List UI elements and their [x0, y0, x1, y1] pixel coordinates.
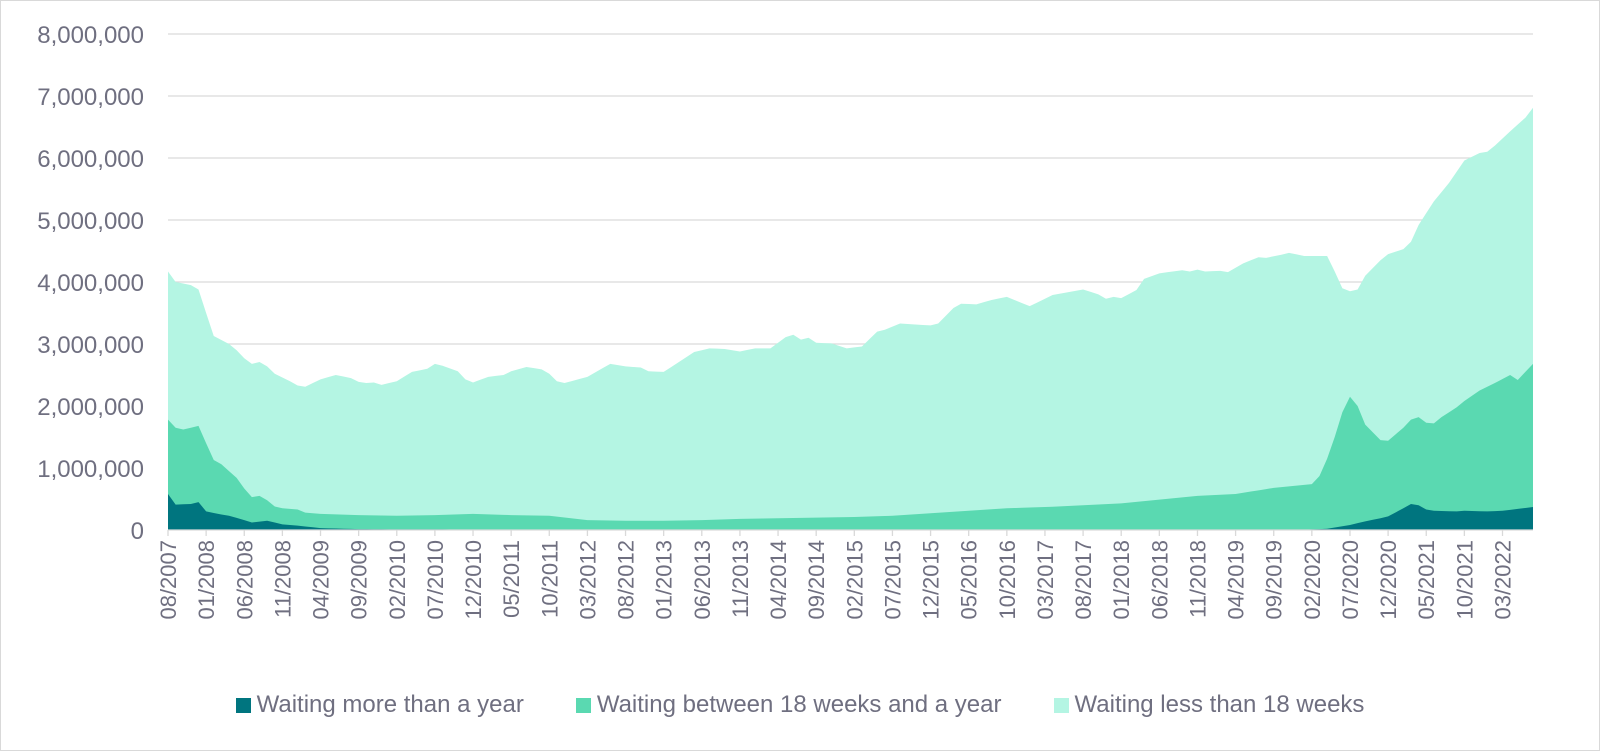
x-tick-label: 02/2015 — [842, 540, 867, 620]
x-tick-label: 08/2007 — [156, 540, 181, 620]
x-tick-label: 09/2019 — [1262, 540, 1287, 620]
legend-item-more-than-year: Waiting more than a year — [235, 688, 524, 722]
x-tick-label: 06/2013 — [690, 540, 715, 620]
x-axis — [167, 529, 1533, 536]
y-tick-label: 7,000,000 — [37, 84, 144, 111]
x-tick-label: 11/2018 — [1186, 540, 1211, 618]
legend-label: Waiting more than a year — [256, 691, 524, 718]
y-axis-ticks: 0 1,000,000 2,000,000 3,000,000 4,000,000 5,0… — [37, 22, 144, 545]
area-waiting-more-than-year — [168, 494, 1533, 530]
legend-item-18-weeks-to-year: Waiting between 18 weeks and a year — [575, 688, 1002, 722]
x-tick-label: 02/2010 — [385, 540, 410, 620]
x-tick-label: 05/2016 — [957, 540, 982, 620]
y-tick-label: 8,000,000 — [37, 22, 144, 49]
x-tick-label: 01/2018 — [1109, 540, 1134, 620]
x-tick-label: 09/2009 — [347, 540, 372, 620]
y-tick-label: 0 — [131, 518, 144, 545]
x-tick-label: 07/2010 — [423, 540, 448, 620]
x-tick-label: 12/2010 — [461, 540, 486, 620]
x-tick-label: 05/2011 — [499, 540, 524, 618]
area-series — [168, 107, 1533, 530]
x-tick-label: 06/2018 — [1147, 540, 1172, 620]
x-tick-label: 07/2020 — [1338, 540, 1363, 620]
legend: Waiting more than a year Waiting between… — [0, 688, 1600, 722]
x-tick-label: 03/2012 — [575, 540, 600, 620]
x-tick-label: 09/2014 — [804, 540, 829, 620]
x-tick-label: 01/2013 — [652, 540, 677, 620]
y-tick-label: 6,000,000 — [37, 146, 144, 173]
x-tick-label: 01/2008 — [194, 540, 219, 620]
x-tick-label: 08/2012 — [614, 540, 639, 620]
legend-item-less-than-18-weeks: Waiting less than 18 weeks — [1053, 688, 1365, 722]
legend-label: Waiting between 18 weeks and a year — [596, 691, 1002, 718]
x-axis-ticks: 08/2007 01/2008 06/2008 11/2008 04/2009 09/20… — [156, 540, 1516, 620]
legend-swatch — [1053, 697, 1069, 713]
x-tick-label: 02/2020 — [1300, 540, 1325, 620]
legend-swatch — [235, 697, 251, 713]
x-tick-label: 06/2008 — [232, 540, 257, 620]
x-tick-label: 08/2017 — [1071, 540, 1096, 620]
y-tick-label: 1,000,000 — [37, 456, 144, 483]
x-tick-label: 10/2021 — [1452, 540, 1477, 620]
x-tick-label: 04/2019 — [1224, 540, 1249, 620]
legend-label: Waiting less than 18 weeks — [1074, 691, 1365, 718]
y-tick-label: 3,000,000 — [37, 332, 144, 359]
x-tick-label: 11/2013 — [728, 540, 753, 618]
area-waiting-less-than-18-weeks — [168, 107, 1533, 530]
x-tick-label: 03/2022 — [1491, 540, 1516, 620]
x-tick-label: 11/2008 — [270, 540, 295, 618]
y-tick-label: 4,000,000 — [37, 270, 144, 297]
x-tick-label: 12/2020 — [1376, 540, 1401, 620]
x-tick-label: 10/2016 — [995, 540, 1020, 620]
legend-swatch — [575, 697, 591, 713]
x-tick-label: 07/2015 — [880, 540, 905, 620]
x-tick-label: 12/2015 — [919, 540, 944, 620]
x-tick-label: 04/2009 — [309, 540, 334, 620]
y-tick-label: 2,000,000 — [37, 394, 144, 421]
x-tick-label: 03/2017 — [1033, 540, 1058, 620]
x-tick-label: 10/2011 — [537, 540, 562, 618]
x-tick-label: 05/2021 — [1414, 540, 1439, 620]
x-tick-label: 04/2014 — [766, 540, 791, 620]
y-tick-label: 5,000,000 — [37, 208, 144, 235]
